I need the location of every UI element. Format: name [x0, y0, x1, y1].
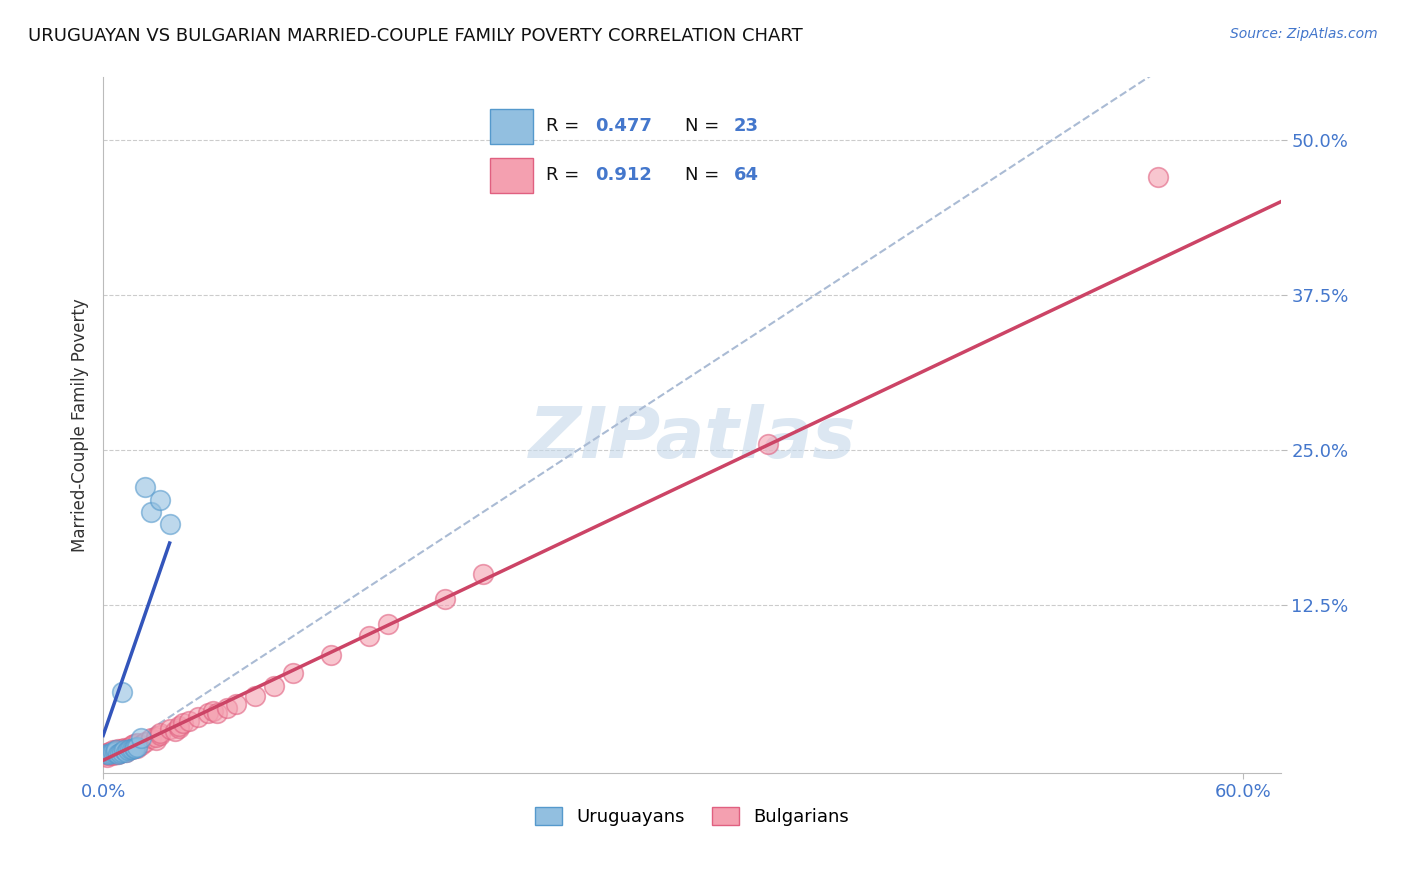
Point: [117, 743, 139, 757]
Point: [145, 730, 167, 744]
Point: [100, 746, 122, 760]
Point: [115, 745, 138, 759]
Point: [197, 706, 219, 720]
Point: [97, 747, 120, 761]
Point: [205, 706, 228, 720]
Point: [112, 740, 135, 755]
Point: [107, 747, 129, 761]
Point: [121, 742, 143, 756]
Text: ZIPatlas: ZIPatlas: [529, 404, 856, 474]
Point: [112, 743, 135, 757]
Point: [111, 742, 134, 756]
Point: [97, 746, 120, 760]
Point: [107, 742, 129, 756]
Point: [124, 740, 146, 755]
Point: [94, 748, 117, 763]
Legend: Uruguayans, Bulgarians: Uruguayans, Bulgarians: [527, 799, 856, 833]
Point: [187, 710, 209, 724]
Point: [111, 745, 134, 759]
Point: [127, 739, 149, 754]
Point: [105, 743, 128, 757]
Point: [117, 740, 139, 755]
Point: [118, 742, 141, 756]
Point: [472, 567, 495, 582]
Point: [100, 747, 122, 761]
Point: [101, 743, 124, 757]
Point: [281, 666, 304, 681]
Point: [118, 739, 141, 754]
Point: [172, 716, 194, 731]
Point: [167, 718, 190, 732]
Point: [107, 747, 129, 761]
Point: [127, 740, 149, 755]
Point: [129, 731, 152, 745]
Point: [105, 743, 128, 757]
Point: [115, 745, 138, 759]
Point: [110, 743, 132, 757]
Point: [434, 591, 457, 606]
Point: [377, 616, 399, 631]
Point: [756, 436, 779, 450]
Point: [177, 714, 200, 728]
Point: [121, 739, 143, 753]
Point: [149, 492, 172, 507]
Point: [159, 517, 181, 532]
Point: [139, 505, 162, 519]
Point: [101, 745, 124, 759]
Point: [319, 648, 342, 662]
Point: [101, 748, 124, 763]
Point: [110, 746, 132, 760]
Text: URUGUAYAN VS BULGARIAN MARRIED-COUPLE FAMILY POVERTY CORRELATION CHART: URUGUAYAN VS BULGARIAN MARRIED-COUPLE FA…: [28, 27, 803, 45]
Point: [111, 745, 134, 759]
Point: [103, 745, 125, 759]
Text: Source: ZipAtlas.com: Source: ZipAtlas.com: [1230, 27, 1378, 41]
Point: [127, 736, 149, 750]
Point: [165, 723, 187, 738]
Point: [202, 704, 225, 718]
Point: [121, 742, 143, 756]
Point: [96, 749, 118, 764]
Point: [159, 723, 181, 737]
Point: [111, 685, 134, 699]
Point: [105, 746, 128, 760]
Point: [100, 745, 122, 759]
Point: [101, 746, 124, 760]
Point: [96, 747, 118, 761]
Point: [145, 733, 167, 747]
Point: [149, 729, 172, 743]
Point: [139, 731, 162, 745]
Point: [97, 745, 120, 759]
Point: [122, 740, 145, 755]
Point: [1146, 169, 1168, 184]
Point: [129, 739, 152, 753]
Point: [94, 747, 117, 761]
Point: [149, 726, 172, 740]
Y-axis label: Married-Couple Family Poverty: Married-Couple Family Poverty: [72, 298, 89, 552]
Point: [103, 747, 125, 761]
Point: [167, 721, 190, 735]
Point: [115, 742, 138, 756]
Point: [122, 737, 145, 751]
Point: [107, 745, 129, 759]
Point: [225, 698, 247, 712]
Point: [359, 629, 381, 643]
Point: [215, 701, 238, 715]
Point: [112, 743, 135, 757]
Point: [134, 735, 156, 749]
Point: [103, 745, 125, 759]
Point: [243, 689, 266, 703]
Point: [96, 746, 118, 760]
Point: [263, 679, 285, 693]
Point: [96, 747, 118, 761]
Point: [134, 480, 156, 494]
Point: [110, 746, 132, 760]
Point: [97, 748, 120, 763]
